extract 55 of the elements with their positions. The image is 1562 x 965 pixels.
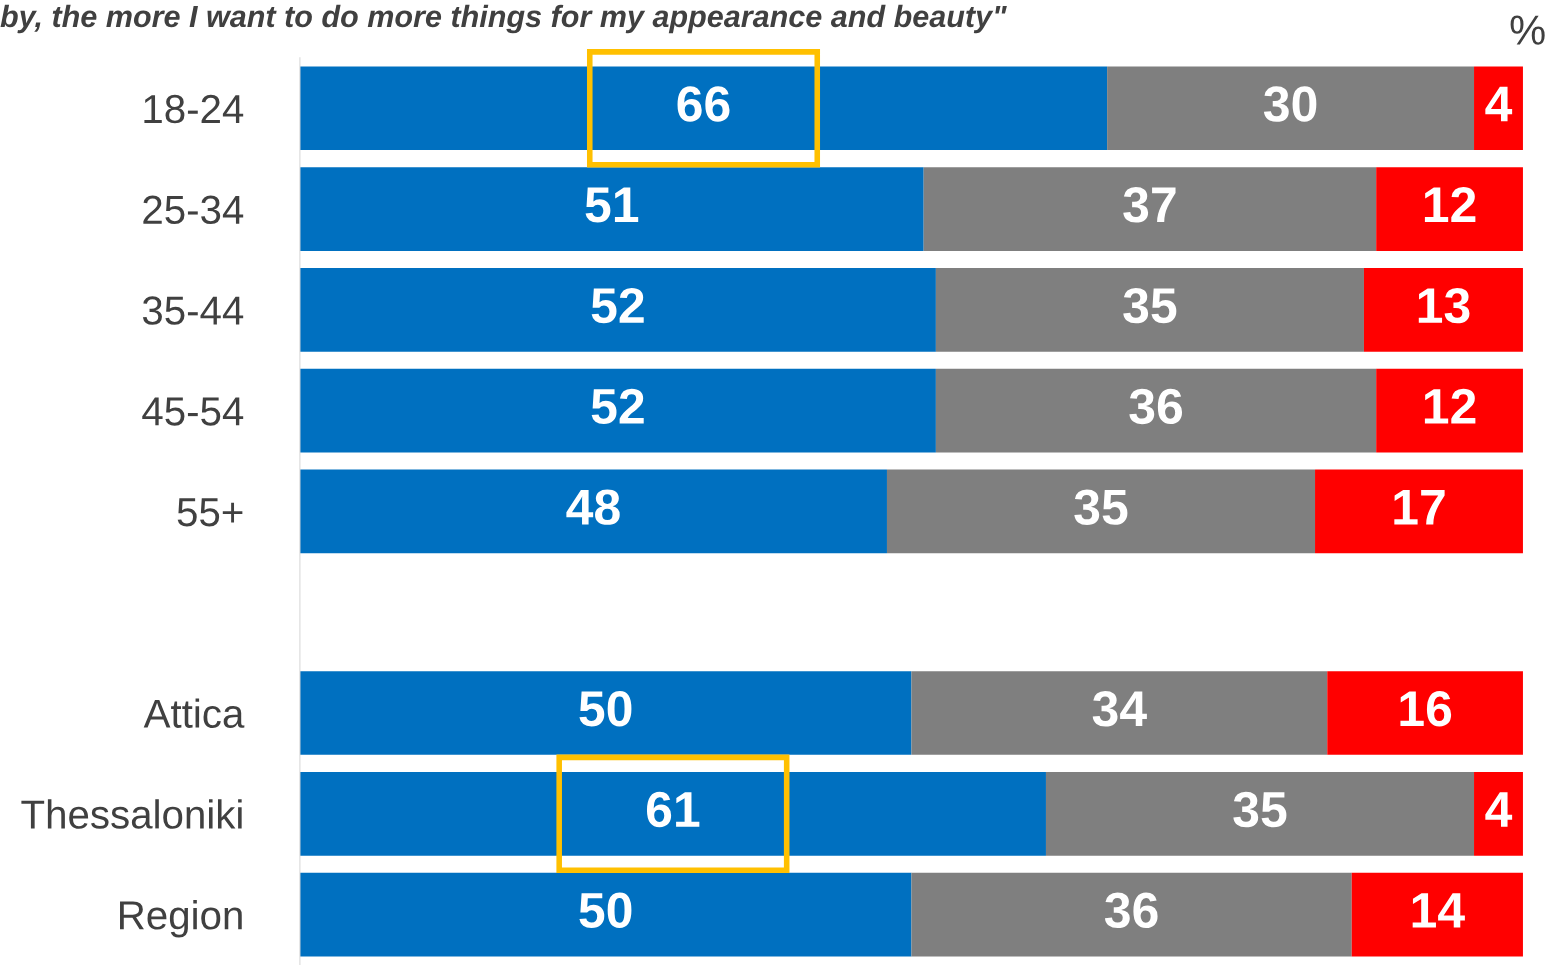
data-label: 66 (677, 86, 730, 122)
bar (935, 268, 1364, 352)
y-tick-label: 18-24 (144, 94, 244, 124)
y-tick-label: Region (120, 900, 242, 938)
data-label: 4 (1485, 86, 1513, 122)
bar (911, 671, 1328, 755)
bar (299, 671, 912, 755)
bar (1376, 167, 1523, 251)
bar (1474, 66, 1523, 151)
data-label: 35 (1074, 489, 1128, 525)
text: % (1510, 15, 1545, 45)
bar (299, 469, 887, 554)
bar (1327, 671, 1523, 755)
bar (1351, 872, 1523, 957)
bar (911, 872, 1352, 957)
bar (1363, 268, 1523, 352)
bar (1315, 469, 1523, 554)
data-label: 37 (1123, 187, 1176, 223)
data-label: 36 (1129, 388, 1183, 425)
data-label: 51 (585, 187, 639, 223)
data-label: 35 (1233, 791, 1287, 828)
chart-title: by, the more I want to do more things for my appearance and beauty" (0, 4, 1007, 34)
data-label: 35 (1123, 287, 1177, 324)
data-label: 14 (1412, 893, 1465, 928)
data-label: 16 (1400, 691, 1452, 727)
data-label: 34 (1092, 691, 1147, 727)
y-tick-label: Thessaloniki (21, 799, 242, 829)
bar (1107, 66, 1475, 151)
bar (923, 167, 1377, 251)
data-label: 61 (646, 791, 700, 828)
data-label: 13 (1418, 287, 1470, 324)
bar (299, 368, 936, 453)
y-tick-label: 45-54 (142, 397, 244, 426)
bar (299, 268, 936, 352)
bar (1045, 771, 1475, 856)
data-label: 12 (1424, 388, 1476, 424)
data-label: 36 (1104, 892, 1158, 929)
data-label: 50 (579, 892, 632, 929)
y-tick-label: 35-44 (142, 296, 244, 325)
data-label: 50 (579, 691, 632, 727)
data-label: 17 (1394, 489, 1445, 525)
bar (886, 469, 1316, 554)
data-label: 4 (1485, 792, 1513, 827)
data-label: 12 (1424, 187, 1476, 223)
bar (299, 167, 924, 251)
data-label: 48 (566, 489, 620, 525)
bar (299, 872, 912, 957)
data-label: 52 (591, 388, 644, 425)
bar (935, 368, 1377, 453)
y-tick-label: Attica (143, 698, 245, 729)
y-tick-label: 55+ (177, 498, 243, 527)
bar (1376, 368, 1523, 453)
data-label: 30 (1263, 86, 1317, 122)
data-label: 52 (591, 287, 644, 324)
y-tick-label: 25-34 (143, 195, 244, 225)
